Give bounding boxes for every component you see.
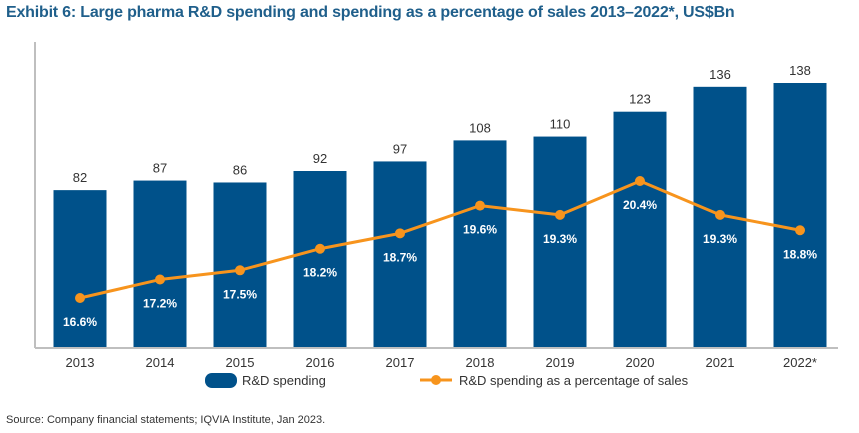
x-tick-label: 2022* (783, 355, 817, 370)
bar-2014 (133, 180, 187, 347)
line-point-2014 (155, 274, 165, 285)
legend-line-label: R&D spending as a percentage of sales (459, 373, 689, 388)
line-point-2017 (395, 228, 405, 239)
line-value-label: 18.2% (303, 266, 337, 280)
line-value-label: 17.2% (143, 297, 177, 311)
line-value-label: 18.8% (783, 247, 817, 261)
x-tick-label: 2017 (386, 355, 415, 370)
bar-value-label: 108 (469, 120, 491, 135)
line-layer: 16.6% 17.2% 17.5% 18.2% 18.7% 19.6% 19.3% 20.4%… (63, 176, 817, 329)
line-point-2018 (475, 200, 485, 211)
line-point-2015 (235, 265, 245, 276)
legend-line-marker (431, 375, 441, 385)
line-point-2019 (555, 209, 565, 220)
bar-2017 (373, 161, 427, 347)
bar-2013 (53, 190, 107, 347)
x-tick-label: 2013 (66, 355, 95, 370)
line-point-2016 (315, 243, 325, 254)
axis-layer (34, 42, 838, 349)
line-value-label: 19.3% (703, 232, 737, 246)
line-point-2022* (795, 225, 805, 236)
legend-bar-label: R&D spending (242, 373, 326, 388)
bar-value-label: 138 (789, 63, 811, 78)
x-tick-label: 2018 (466, 355, 495, 370)
x-tick-label: 2016 (306, 355, 335, 370)
x-tick-label: 2019 (546, 355, 575, 370)
bar-2022* (773, 83, 827, 347)
bar-2016 (293, 171, 347, 347)
line-point-2021 (715, 209, 725, 220)
chart-title: Exhibit 6: Large pharma R&D spending and… (6, 4, 735, 21)
line-point-2020 (635, 176, 645, 186)
bar-2018 (453, 140, 507, 347)
x-tick-label: 2020 (626, 355, 655, 370)
bar-value-label: 92 (313, 151, 327, 166)
x-tick-label: 2015 (226, 355, 255, 370)
legend: R&D spending R&D spending as a percentag… (205, 373, 689, 388)
bar-value-label: 136 (709, 67, 731, 82)
bar-2020 (613, 111, 667, 348)
bar-value-label: 110 (550, 117, 571, 132)
line-value-label: 17.5% (223, 287, 257, 301)
percentage-line (79, 179, 801, 300)
bar-value-label: 82 (73, 170, 87, 185)
line-point-2013 (75, 293, 85, 303)
legend-bar-swatch (205, 373, 237, 388)
x-tick-label: 2021 (706, 355, 735, 370)
bar-value-label: 123 (629, 92, 651, 107)
line-value-label: 18.7% (383, 250, 417, 264)
x-tick-label: 2014 (146, 355, 175, 370)
bar-2019 (533, 136, 587, 347)
line-value-label: 16.6% (63, 315, 97, 329)
bar-value-label: 97 (393, 141, 407, 156)
line-value-label: 19.3% (543, 232, 577, 246)
bar-value-label: 86 (233, 162, 247, 177)
line-value-label: 20.4% (623, 198, 657, 212)
bar-value-label: 87 (153, 161, 167, 176)
line-value-label: 19.6% (463, 223, 497, 237)
ticks-layer: 2013 2014 2015 2016 2017 2018 2019 2020 2021 2022… (66, 355, 817, 370)
source-note: Source: Company financial statements; IQ… (6, 414, 326, 426)
